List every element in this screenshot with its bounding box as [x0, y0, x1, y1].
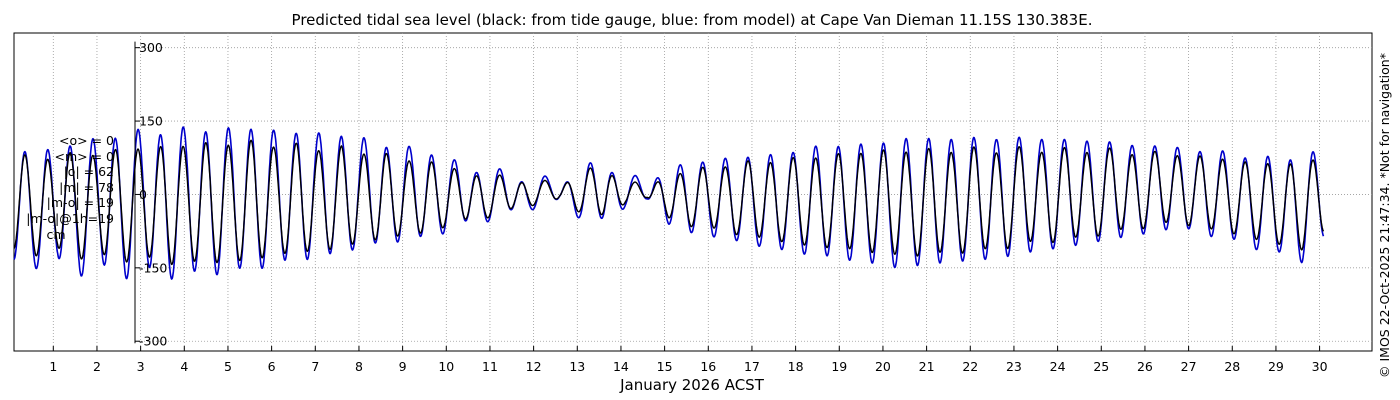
- y-tick-label: -150: [139, 260, 167, 275]
- stat-abs-diff-1h: |m-o|@1h=19: [26, 210, 114, 226]
- plot-frame: [13, 32, 1373, 352]
- x-tick-label: 12: [526, 359, 542, 374]
- x-tick-label: 17: [744, 359, 760, 374]
- x-tick-label: 29: [1268, 359, 1284, 374]
- x-tick-label: 24: [1050, 359, 1066, 374]
- x-tick-label: 8: [355, 359, 363, 374]
- x-tick-label: 25: [1093, 359, 1109, 374]
- x-tick-label: 21: [919, 359, 935, 374]
- x-tick-label: 30: [1312, 359, 1328, 374]
- copyright-note: © IMOS 22-Oct-2025 21:47:34. *Not for na…: [1377, 53, 1392, 378]
- chart-title: Predicted tidal sea level (black: from t…: [292, 11, 1093, 29]
- x-tick-label: 14: [613, 359, 629, 374]
- x-tick-label: 20: [875, 359, 891, 374]
- x-tick-label: 23: [1006, 359, 1022, 374]
- x-tick-label: 13: [569, 359, 585, 374]
- y-tick-label: 300: [139, 40, 163, 55]
- stat-mean-observed: <o> = 0: [59, 133, 114, 148]
- x-axis-label: January 2026 ACST: [619, 376, 765, 394]
- y-tick-label: 0: [139, 187, 147, 202]
- x-tick-label: 18: [788, 359, 804, 374]
- x-tick-label: 11: [482, 359, 498, 374]
- x-tick-label: 4: [180, 359, 188, 374]
- x-tick-label: 15: [657, 359, 673, 374]
- x-tick-label: 7: [311, 359, 319, 374]
- stats-panel: <o> = 0 <m> = 0 |o| = 62 |m| = 78 |m-o| …: [6, 133, 114, 242]
- stat-abs-model: |m| = 78: [59, 179, 114, 195]
- stat-mean-model: <m> = 0: [54, 148, 115, 164]
- series-layer: [13, 126, 1325, 280]
- x-tick-label: 9: [399, 359, 407, 374]
- x-tick-label: 10: [438, 359, 454, 374]
- x-tick-label: 27: [1181, 359, 1197, 374]
- y-tick-label: 150: [139, 114, 163, 129]
- x-tick-label: 6: [268, 359, 276, 374]
- x-tick-label: 5: [224, 359, 232, 374]
- stat-unit: cm: [46, 226, 66, 242]
- y-tick-label: -300: [139, 334, 167, 349]
- series-line-tide-gauge: [13, 139, 1325, 266]
- stat-abs-diff: |m-o| = 19: [46, 195, 114, 211]
- stat-abs-observed: |o| = 62: [63, 164, 114, 180]
- x-tick-label: 1: [49, 359, 57, 374]
- x-tick-label: 16: [700, 359, 716, 374]
- x-tick-label: 26: [1137, 359, 1153, 374]
- x-tick-label: 28: [1224, 359, 1240, 374]
- x-tick-label: 2: [93, 359, 101, 374]
- x-tick-label: 19: [831, 359, 847, 374]
- x-tick-label: 3: [137, 359, 145, 374]
- x-tick-label: 22: [962, 359, 978, 374]
